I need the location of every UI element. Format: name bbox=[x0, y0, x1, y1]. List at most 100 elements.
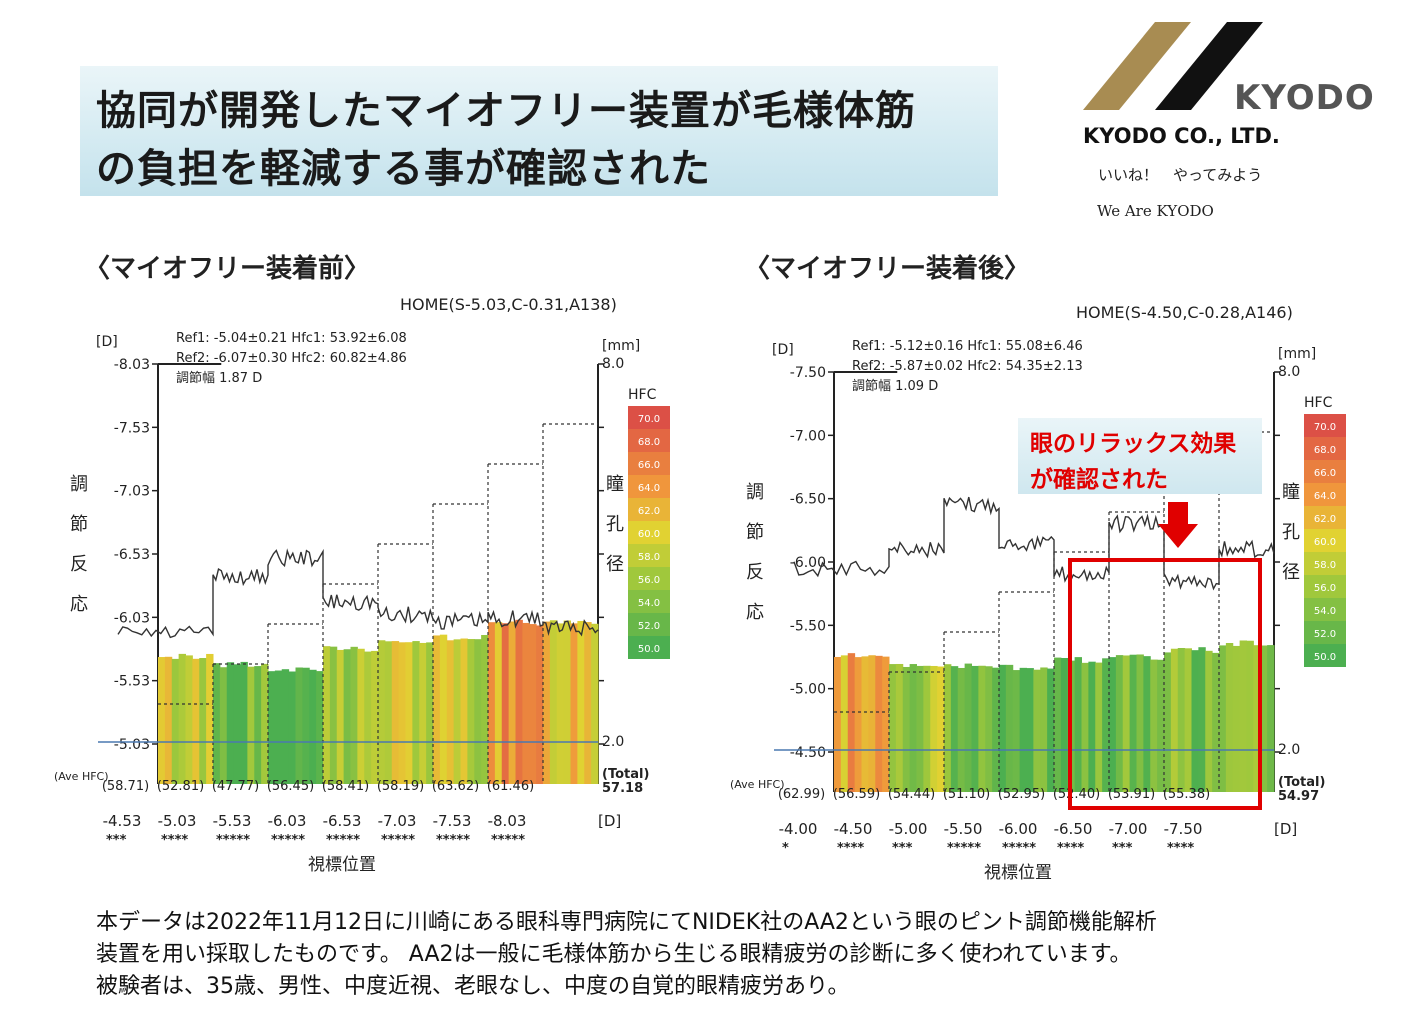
right-bottom-label: 2.0 bbox=[1278, 742, 1300, 758]
hfc-value-label: (53.91) bbox=[1108, 787, 1155, 802]
legend-label: 60.0 bbox=[1314, 537, 1336, 548]
legend-label: 54.0 bbox=[1314, 606, 1336, 617]
hfc-bar-strip bbox=[1026, 668, 1034, 792]
x-tick-label: -5.03 bbox=[158, 812, 197, 830]
down-arrow-icon bbox=[1158, 502, 1198, 548]
hfc-bar-strip bbox=[1109, 657, 1117, 792]
y-tick-label: -8.03 bbox=[114, 357, 150, 373]
hfc-value-label: (58.71) bbox=[102, 779, 149, 794]
legend-swatch bbox=[1304, 437, 1346, 460]
hfc-bar-strip bbox=[384, 641, 393, 784]
legend-swatch bbox=[628, 613, 670, 636]
x-tick-stars: ***** bbox=[381, 833, 415, 848]
hfc-bar-strip bbox=[536, 625, 544, 784]
total-value: 54.97 bbox=[1278, 789, 1319, 804]
hfc-bar-strip bbox=[199, 658, 207, 784]
y-tick-label: -6.53 bbox=[114, 547, 150, 563]
hfc-bar-strip bbox=[247, 666, 255, 784]
x-axis-label: 視標位置 bbox=[308, 855, 376, 875]
annotation-box bbox=[1018, 418, 1262, 494]
x-unit-label: [D] bbox=[598, 812, 621, 830]
hfc-bar-strip bbox=[1232, 645, 1241, 792]
legend-label: 56.0 bbox=[1314, 583, 1336, 594]
y-right-label-char: 孔 bbox=[1282, 522, 1300, 543]
hfc-bar-strip bbox=[1012, 670, 1021, 792]
footer-line3: 被験者は、35歳、男性、中度近視、老眼なし、中度の自覚的眼精疲労あり。 bbox=[96, 974, 850, 999]
right-unit-label: [mm] bbox=[1278, 346, 1316, 362]
ref-line: Ref1: -5.12±0.16 Hfc1: 55.08±6.46 bbox=[852, 339, 1083, 354]
footer-line1: 本データは2022年11月12日に川崎にある眼科専門病院にてNIDEK社のAA2… bbox=[96, 910, 1157, 935]
hfc-bar-strip bbox=[577, 620, 585, 784]
hfc-bar-strip bbox=[889, 664, 897, 792]
left-unit-label: [D] bbox=[96, 334, 118, 350]
hfc-bar-strip bbox=[481, 635, 489, 784]
y-tick-label: -6.50 bbox=[790, 492, 826, 508]
hfc-bar-strip bbox=[971, 665, 979, 792]
legend-swatch bbox=[1304, 483, 1346, 506]
hfc-bar-strip bbox=[1081, 662, 1089, 792]
chart-header: HOME(S-4.50,C-0.28,A146) bbox=[1076, 303, 1293, 322]
legend-label: 64.0 bbox=[638, 483, 660, 494]
hfc-bar-strip bbox=[895, 663, 904, 792]
x-tick-label: -6.50 bbox=[1054, 820, 1093, 838]
hfc-bar-strip bbox=[909, 664, 917, 792]
legend-label: 68.0 bbox=[638, 437, 660, 448]
x-tick-stars: ***** bbox=[216, 833, 250, 848]
hfc-value-label: (63.62) bbox=[432, 779, 479, 794]
hfc-bar-strip bbox=[985, 666, 993, 792]
legend-swatch bbox=[628, 475, 670, 498]
y-tick-label: -7.53 bbox=[114, 420, 150, 436]
total-label: (Total) bbox=[1278, 775, 1325, 790]
legend-label: 60.0 bbox=[638, 529, 660, 540]
hfc-value-label: (62.99) bbox=[778, 787, 825, 802]
section-before-label: 〈マイオフリー装着前〉 bbox=[84, 254, 371, 284]
hfc-bar-strip bbox=[185, 655, 193, 784]
hfc-bar-strip bbox=[1253, 645, 1261, 792]
y-axis-label-char: 応 bbox=[746, 602, 764, 623]
hfc-bar-strip bbox=[426, 642, 434, 784]
legend-label: 56.0 bbox=[638, 575, 660, 586]
legend-label: 50.0 bbox=[638, 644, 660, 655]
total-label: (Total) bbox=[602, 767, 649, 782]
hfc-value-label: (52.40) bbox=[1053, 787, 1100, 802]
x-tick-label: -4.00 bbox=[779, 820, 818, 838]
footer-line2: 装置を用い採取したものです。 AA2は一般に毛様体筋から生じる眼精疲労の診断に多… bbox=[96, 942, 1132, 967]
section-after-label: 〈マイオフリー装着後〉 bbox=[744, 254, 1031, 284]
hfc-bar-strip bbox=[591, 623, 599, 784]
hfc-bar-strip bbox=[570, 623, 578, 784]
logo-slogan-en: We Are KYODO bbox=[1097, 202, 1214, 220]
x-tick-stars: ***** bbox=[1002, 841, 1036, 856]
hfc-bar-strip bbox=[261, 663, 269, 784]
y-tick-label: -7.50 bbox=[790, 365, 826, 381]
hfc-bar-strip bbox=[302, 667, 310, 784]
hfc-bar-strip bbox=[957, 667, 966, 792]
hfc-bar-strip bbox=[474, 639, 482, 784]
hfc-bar-strip bbox=[854, 657, 862, 792]
legend-swatch bbox=[628, 590, 670, 613]
hfc-bar-strip bbox=[398, 642, 406, 784]
legend-title: HFC bbox=[1304, 395, 1333, 411]
accommodation-response-line bbox=[117, 548, 599, 639]
chart-header: HOME(S-5.03,C-0.31,A138) bbox=[400, 295, 617, 314]
hfc-bar-strip bbox=[1122, 655, 1131, 792]
hfc-bar-strip bbox=[1246, 640, 1254, 792]
hfc-bar-strip bbox=[488, 622, 496, 784]
hfc-bar-strip bbox=[433, 635, 441, 784]
hfc-bar-strip bbox=[1060, 658, 1069, 792]
hfc-bar-strip bbox=[1219, 645, 1227, 792]
hfc-bar-strip bbox=[233, 664, 241, 784]
hfc-value-label: (61.46) bbox=[487, 779, 534, 794]
y-right-label-char: 瞳 bbox=[606, 474, 624, 495]
hfc-bar-strip bbox=[992, 667, 1000, 792]
ave-hfc-label: (Ave HFC) bbox=[730, 778, 785, 791]
legend-swatch bbox=[628, 544, 670, 567]
hfc-bar-strip bbox=[1184, 648, 1192, 792]
hfc-bar-strip bbox=[1170, 648, 1179, 792]
hfc-value-label: (51.10) bbox=[943, 787, 990, 802]
hfc-bar-strip bbox=[219, 667, 228, 784]
legend-swatch bbox=[628, 567, 670, 590]
y-tick-label: -7.00 bbox=[790, 428, 826, 444]
y-tick-label: -4.50 bbox=[790, 745, 826, 761]
x-tick-label: -6.00 bbox=[999, 820, 1038, 838]
hfc-bar-strip bbox=[1019, 667, 1027, 792]
